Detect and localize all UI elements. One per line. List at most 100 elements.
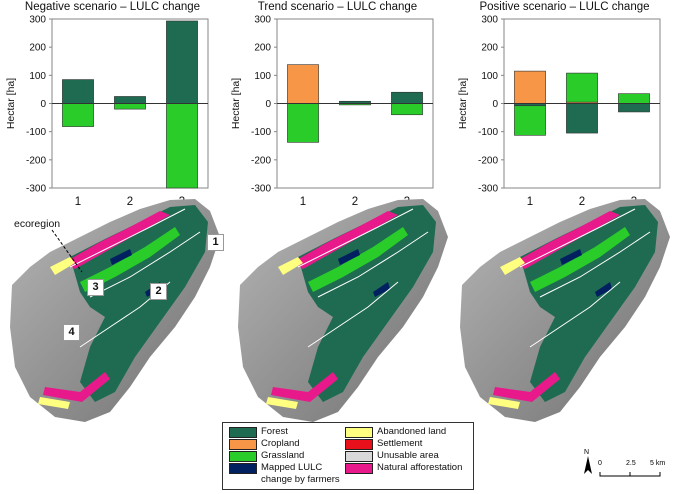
legend-label: Abandoned land [377, 426, 447, 437]
afforestation-south [43, 372, 110, 402]
x-tick-label: 1 [300, 196, 306, 208]
legend-left: Forest Cropland Grassland Mapped LULC ch… [229, 426, 340, 486]
y-tick-label: -300 [478, 184, 498, 195]
legend-label: Settlement [377, 438, 423, 449]
chart-title: Trend scenario – LULC change [257, 1, 418, 13]
bar-grassland-1 [62, 103, 94, 127]
bar-grassland-3 [618, 93, 650, 104]
x-tick-label: 1 [75, 196, 81, 208]
bar-forest-3 [618, 103, 650, 113]
legend-swatch [345, 451, 373, 462]
y-tick-label: -300 [26, 184, 46, 195]
bar-cropland-1 [287, 64, 319, 104]
legend-item: Unusable area [345, 450, 462, 462]
x-tick-label: 1 [527, 196, 533, 208]
bar-grassland-3 [391, 103, 423, 116]
legend-item: Mapped LULC [229, 462, 340, 474]
y-tick-label: -100 [26, 127, 46, 138]
ecoregion-pointer [51, 229, 83, 273]
region-label-3: 3 [87, 279, 104, 296]
legend-swatch [345, 463, 373, 474]
legend-label: Cropland [261, 438, 300, 449]
afforestation-south [271, 372, 338, 402]
y-tick-label: 200 [29, 43, 46, 54]
grassland-band [308, 227, 408, 292]
x-tick-label: 2 [127, 196, 133, 208]
bar-forest-1 [62, 79, 94, 104]
legend-item-cont: change by farmers [229, 474, 340, 486]
legend-item: Natural afforestation [345, 462, 462, 474]
legend-label: Mapped LULC [261, 462, 323, 473]
bar-grassland-1 [287, 103, 319, 143]
legend-swatch [229, 439, 257, 450]
forest-zone [70, 205, 208, 402]
y-tick-label: 100 [254, 71, 271, 82]
legend: Forest Cropland Grassland Mapped LULC ch… [222, 422, 474, 490]
map-trend [238, 199, 448, 422]
legend-label: Grassland [261, 450, 305, 461]
chart-title: Negative scenario – LULC change [24, 1, 201, 13]
bar-forest-3 [391, 91, 423, 104]
y-tick-label: -100 [251, 127, 271, 138]
y-tick-label: -100 [478, 127, 498, 138]
grassland-band [80, 227, 180, 292]
scale-bar: N 0 2.5 5 km [578, 446, 673, 486]
bar-grassland-1 [514, 105, 546, 136]
legend-swatch [229, 463, 257, 474]
y-tick-label: 300 [481, 15, 498, 26]
legend-item: Abandoned land [345, 426, 462, 438]
legend-swatch [229, 451, 257, 462]
y-tick-label: 100 [481, 71, 498, 82]
bar-grassland-3 [166, 103, 198, 189]
y-axis-label: Hectar [ha] [230, 78, 242, 129]
afforestation-south [493, 372, 560, 402]
region-label-2: 2 [150, 283, 167, 300]
afforestation-band [65, 211, 170, 269]
ecoregion-lines [519, 208, 651, 348]
forest-zone [520, 205, 658, 402]
legend-item: Cropland [229, 438, 340, 450]
north-label: N [584, 449, 589, 456]
chart-positive: Positive scenario – LULC change 300 200 10… [452, 0, 677, 210]
y-axis-label: Hectar [ha] [457, 78, 469, 129]
scale-bar-graphic: 0 2.5 5 km [598, 460, 665, 477]
afforestation-band [293, 211, 398, 269]
legend-right: Abandoned land Settlement Unusable area … [345, 426, 462, 474]
scale-tick-0: 0 [598, 460, 602, 467]
y-tick-label: 300 [254, 15, 271, 26]
north-arrow-icon: N [584, 449, 592, 474]
region-label-1: 1 [207, 234, 224, 251]
bar-grassland-2 [114, 103, 146, 110]
bar-forest-2 [114, 96, 146, 104]
y-tick-label: -300 [251, 184, 271, 195]
legend-swatch [229, 427, 257, 438]
scale-tick-2: 5 km [650, 460, 665, 467]
bar-grassland-2 [566, 72, 598, 103]
bar-cropland-1 [514, 70, 546, 104]
legend-item: Forest [229, 426, 340, 438]
region-label-4: 4 [63, 324, 80, 341]
y-tick-label: 200 [254, 43, 271, 54]
chart-negative: Negative scenario – LULC change 300 200 10… [0, 0, 225, 210]
y-tick-label: 0 [492, 99, 498, 110]
chart-trend: Trend scenario – LULC change 300 200 100 0 -… [225, 0, 450, 210]
x-tick-label: 2 [579, 196, 585, 208]
legend-label: Unusable area [377, 450, 439, 461]
bar-forest-3 [166, 20, 198, 104]
y-tick-label: -200 [26, 155, 46, 166]
legend-item: Settlement [345, 438, 462, 450]
map-negative [10, 199, 220, 422]
y-tick-label: 300 [29, 15, 46, 26]
legend-swatch [345, 439, 373, 450]
legend-label: change by farmers [261, 474, 340, 485]
legend-label: Natural afforestation [377, 462, 463, 473]
grassland-band [530, 227, 630, 292]
scale-tick-1: 2.5 [626, 460, 636, 467]
y-tick-label: 200 [481, 43, 498, 54]
afforestation-band [515, 211, 620, 269]
x-tick-label: 2 [352, 196, 358, 208]
legend-item: Grassland [229, 450, 340, 462]
